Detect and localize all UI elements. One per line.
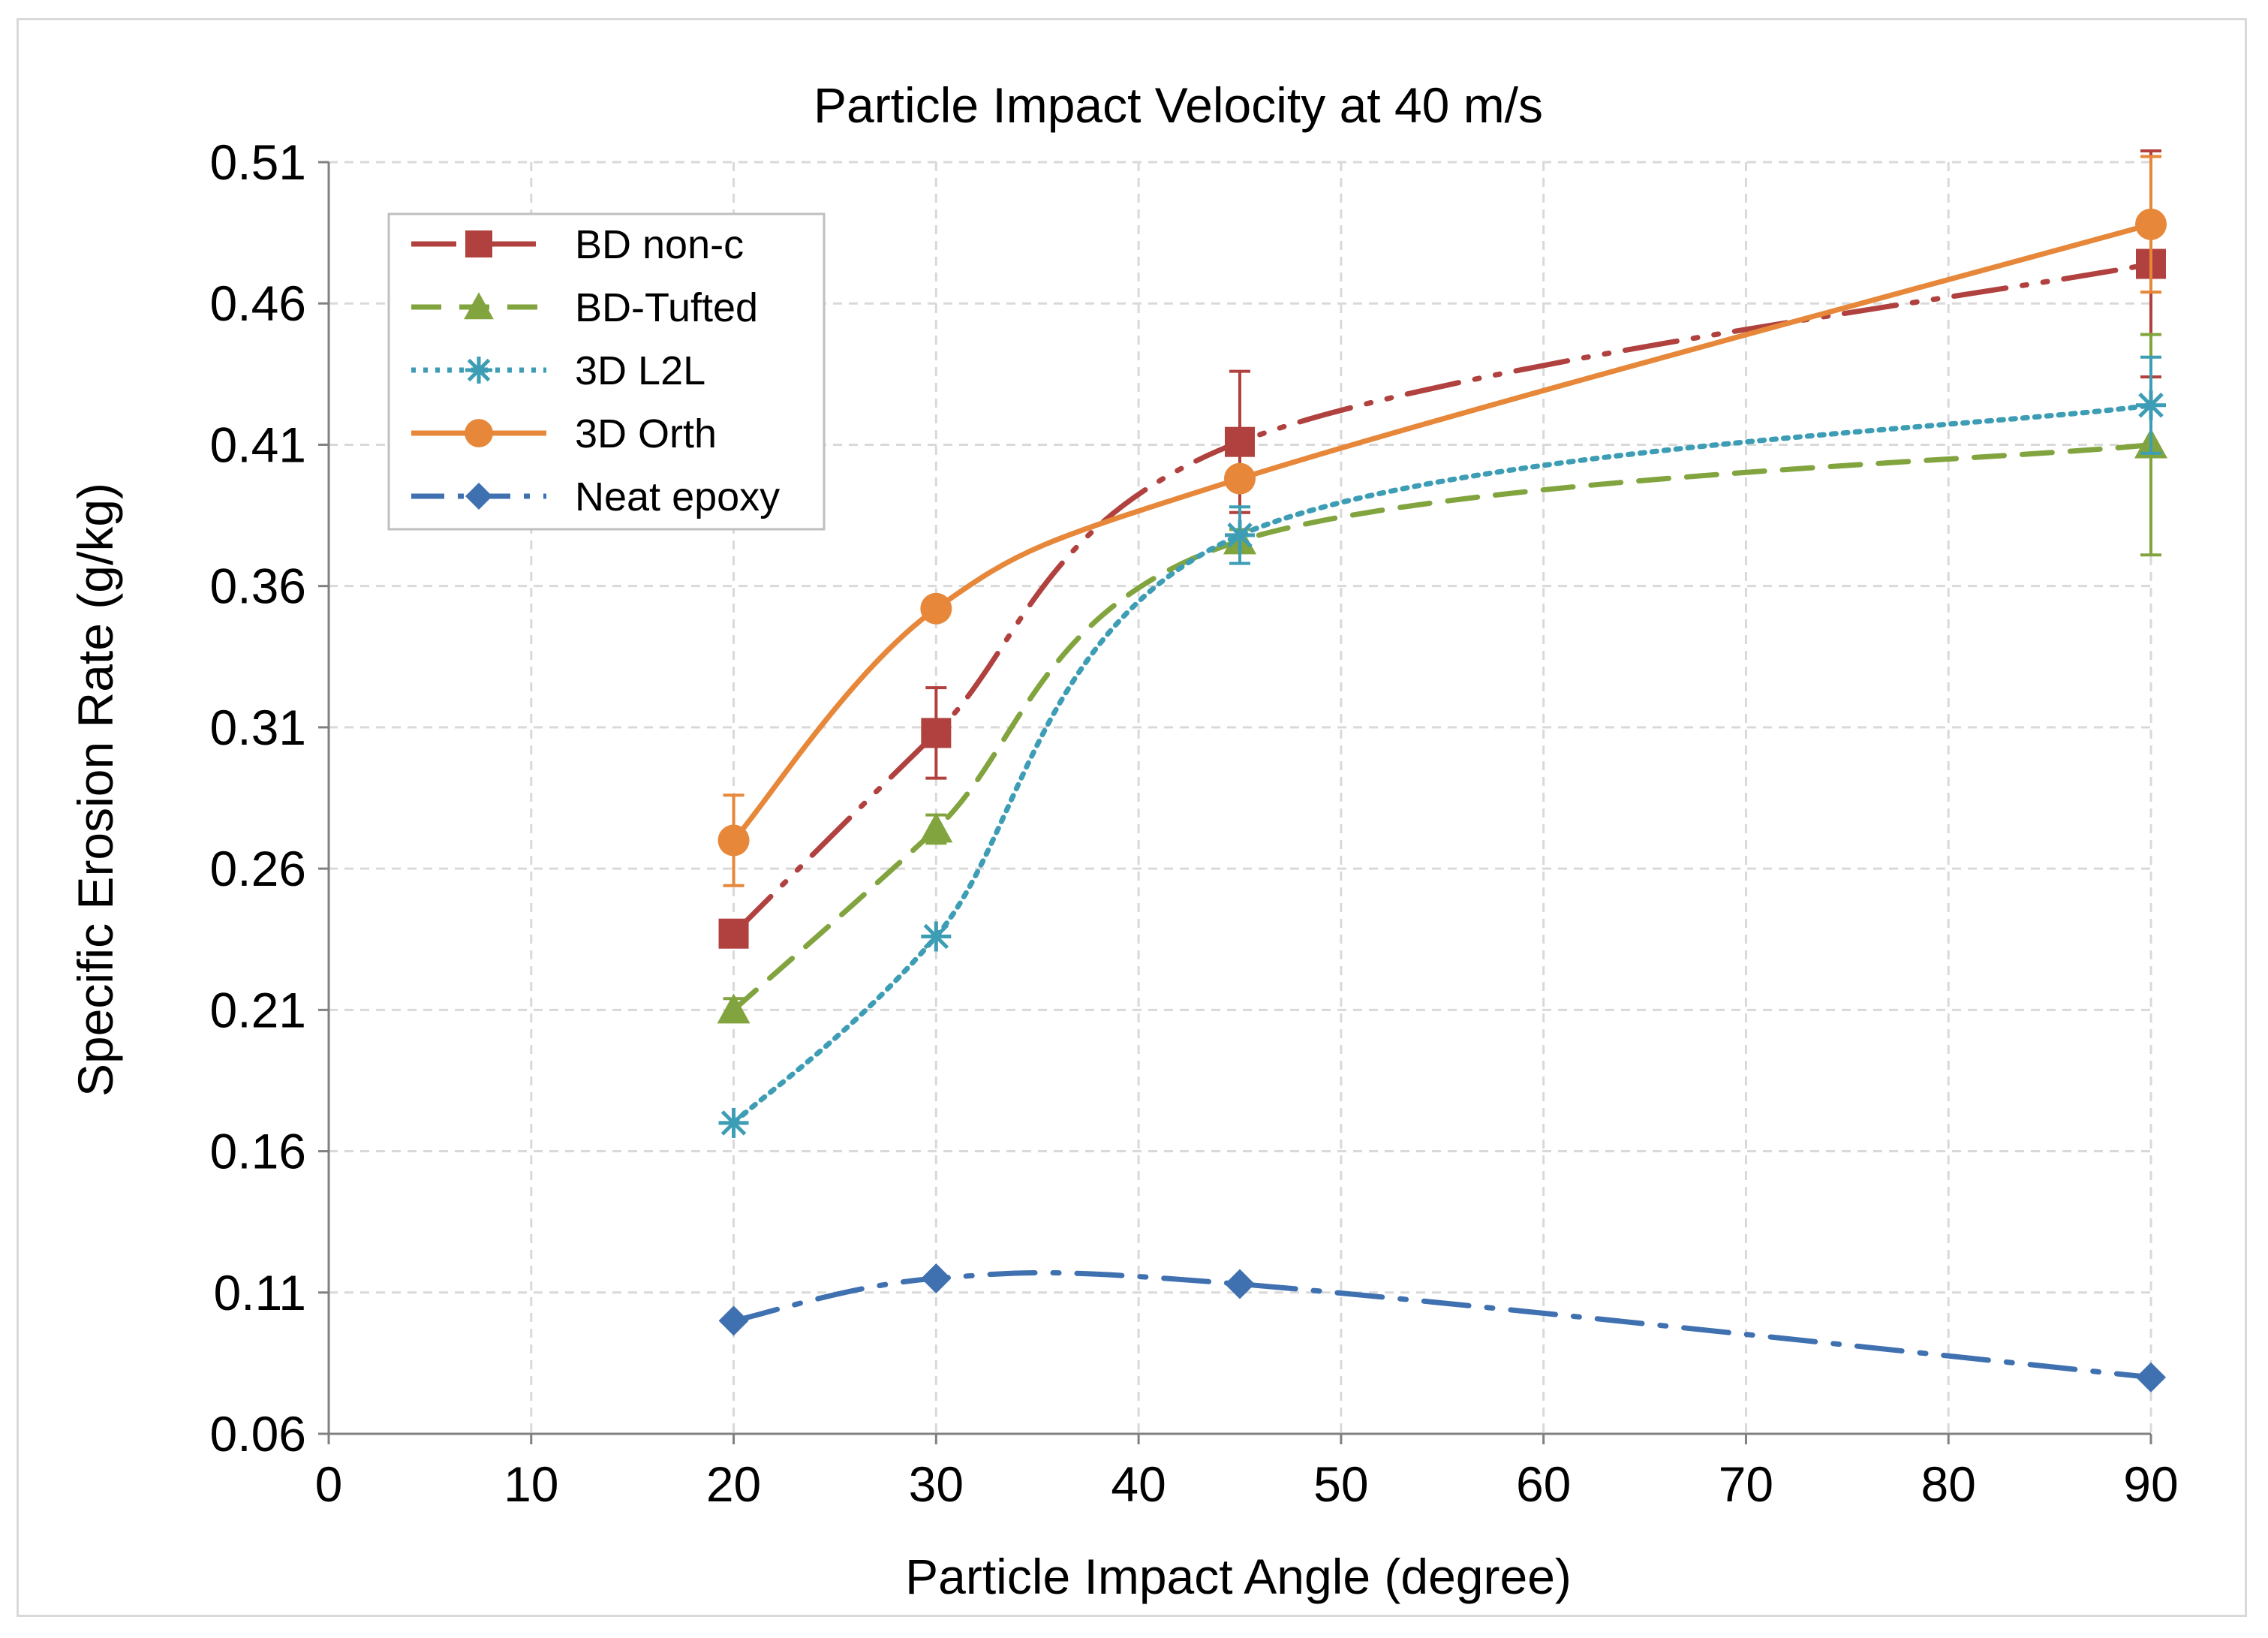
y-tick-label: 0.41 [210, 417, 306, 472]
y-tick-label: 0.31 [210, 700, 306, 755]
x-tick-label: 10 [504, 1456, 558, 1512]
data-point [1225, 426, 1255, 457]
x-tick-label: 0 [315, 1456, 343, 1512]
x-tick-label: 90 [2123, 1456, 2178, 1512]
data-point [718, 1107, 749, 1138]
x-tick-label: 50 [1313, 1456, 1368, 1512]
series-line [731, 221, 2154, 843]
y-tick-label: 0.46 [210, 276, 306, 331]
legend-item: Neat epoxy [411, 474, 780, 519]
data-point [921, 1263, 952, 1293]
legend-label: Neat epoxy [575, 474, 780, 519]
data-point [921, 921, 952, 952]
y-tick-label: 0.36 [210, 559, 306, 614]
legend-marker [465, 483, 492, 510]
data-point [921, 718, 952, 748]
axes: 0.06 0.11 0.16 0.21 0.26 0.31 0.36 0.41 0.46 0.51… [210, 134, 2179, 1512]
x-tick-label: 40 [1111, 1456, 1166, 1512]
legend-label: BD-Tufted [575, 285, 758, 330]
legend-item: 3D L2L [411, 348, 705, 393]
series-3d-l2l [718, 355, 2166, 1138]
chart-title: Particle Impact Velocity at 40 m/s [814, 77, 1543, 133]
y-tick-label: 0.06 [210, 1406, 306, 1462]
data-point [1225, 519, 1255, 550]
series-line [731, 402, 2154, 1126]
x-tick-label: 20 [706, 1456, 761, 1512]
legend-label: 3D Orth [575, 411, 717, 456]
data-point [718, 1305, 749, 1336]
data-point [718, 918, 749, 949]
y-axis-label: Specific Erosion Rate (g/kg) [68, 483, 123, 1097]
series-neat-epoxy [718, 1263, 2166, 1393]
x-tick-label: 80 [1921, 1456, 1976, 1512]
x-tick-label: 60 [1516, 1456, 1571, 1512]
legend-marker [465, 357, 492, 384]
legend-label: 3D L2L [575, 348, 705, 393]
series-line [731, 441, 2154, 1013]
x-axis-label: Particle Impact Angle (degree) [905, 1549, 1572, 1604]
legend-marker [465, 419, 493, 447]
x-tick-label: 30 [909, 1456, 964, 1512]
y-tick-label: 0.21 [210, 982, 306, 1037]
legend-marker [464, 292, 494, 320]
data-point [717, 993, 750, 1024]
series-line [731, 261, 2154, 937]
data-point [2136, 390, 2166, 420]
data-point [717, 824, 750, 857]
data-point [920, 592, 952, 625]
data-point [2136, 1362, 2166, 1393]
series-layer [717, 149, 2167, 1393]
legend-item: BD non-c [411, 222, 744, 267]
y-tick-label: 0.26 [210, 841, 306, 896]
legend-item: 3D Orth [411, 411, 717, 456]
legend: BD non-c BD-Tufted 3D L2L 3D Orth Neat epoxy [387, 212, 826, 531]
y-tick-label: 0.51 [210, 134, 306, 190]
data-point [919, 812, 953, 843]
y-tick-label: 0.11 [213, 1265, 306, 1320]
x-tick-label: 70 [1719, 1456, 1773, 1512]
series-line [731, 1269, 2154, 1381]
data-point [2135, 208, 2167, 240]
series-bd-tufted [717, 333, 2167, 1024]
series-3d-orth [717, 155, 2167, 887]
data-point [1224, 462, 1256, 495]
legend-label: BD non-c [575, 222, 744, 267]
legend-item: BD-Tufted [411, 285, 758, 330]
y-tick-label: 0.16 [210, 1124, 306, 1179]
legend-marker [465, 230, 492, 257]
data-point [1225, 1269, 1255, 1299]
